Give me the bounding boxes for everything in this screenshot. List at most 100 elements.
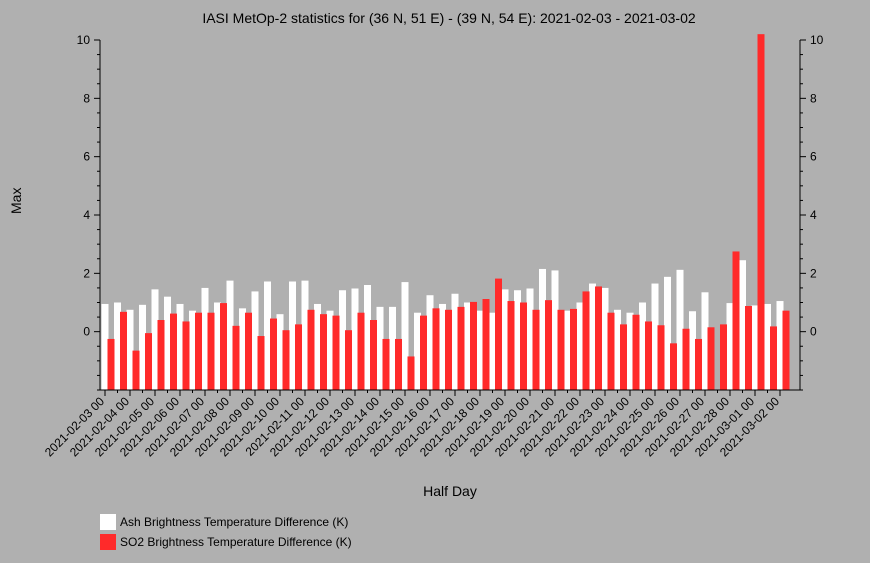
so2-bar: [282, 330, 290, 390]
legend-swatch-ash: [100, 514, 116, 530]
so2-bar: [195, 312, 202, 390]
so2-bar: [570, 308, 577, 390]
ash-bar: [664, 276, 671, 390]
so2-bar: [670, 343, 677, 390]
y-tick-label-right: 6: [810, 150, 817, 164]
ash-bar: [526, 288, 534, 390]
y-tick-label-right: 4: [810, 208, 817, 222]
ash-bar: [751, 305, 759, 390]
ash-bar: [251, 291, 259, 390]
ash-bar: [589, 283, 596, 390]
so2-bar: [607, 312, 615, 390]
so2-bar: [782, 310, 790, 390]
legend-item-so2: SO2 Brightness Temperature Difference (K…: [100, 532, 352, 552]
ash-bar: [339, 290, 346, 390]
so2-bar: [320, 314, 327, 390]
ash-bar: [639, 302, 646, 390]
ash-bar: [164, 296, 171, 390]
so2-bar: [445, 309, 452, 390]
so2-bar: [520, 302, 527, 390]
so2-bar: [120, 311, 127, 390]
so2-bar: [220, 303, 227, 390]
so2-bar: [295, 324, 302, 390]
so2-bar: [432, 308, 440, 390]
so2-bar: [595, 286, 602, 390]
ash-bar: [101, 303, 109, 390]
so2-bar: [657, 325, 665, 390]
ash-bar: [114, 302, 121, 390]
so2-bar: [207, 312, 215, 390]
ash-bar: [576, 302, 584, 390]
so2-bar: [170, 313, 177, 390]
ash-bar: [701, 292, 709, 390]
so2-bar: [645, 321, 652, 390]
so2-bar: [157, 320, 165, 390]
so2-bar: [307, 309, 315, 390]
bars-layer: [101, 34, 790, 391]
y-tick-label-left: 6: [83, 150, 90, 164]
ash-bar: [364, 285, 371, 390]
ash-bar: [476, 310, 484, 390]
so2-bar: [620, 324, 627, 390]
ash-bar: [551, 270, 559, 390]
ash-bar: [764, 303, 771, 390]
y-tick-label-left: 0: [83, 325, 90, 339]
y-tick-label-right: 8: [810, 91, 817, 105]
so2-bar: [720, 324, 727, 390]
ash-bar: [539, 268, 546, 390]
so2-bar: [232, 325, 240, 390]
so2-bar: [270, 318, 277, 390]
so2-bar: [357, 312, 365, 390]
ash-bar: [301, 280, 309, 390]
so2-bar: [245, 312, 252, 390]
so2-bar: [695, 338, 702, 390]
so2-bar: [420, 315, 427, 390]
ash-bar: [214, 302, 221, 390]
so2-bar: [745, 306, 752, 390]
legend-item-ash: Ash Brightness Temperature Difference (K…: [100, 512, 352, 532]
so2-bar: [457, 306, 465, 390]
so2-bar: [545, 300, 552, 390]
so2-bar: [757, 34, 765, 391]
so2-bar: [557, 309, 565, 390]
so2-bar: [257, 336, 265, 390]
so2-bar: [632, 314, 640, 390]
ash-bar: [126, 309, 134, 390]
legend-label-ash: Ash Brightness Temperature Difference (K…: [120, 515, 349, 529]
ash-bar: [376, 306, 384, 390]
ash-bar: [426, 295, 434, 390]
y-tick-label-left: 4: [83, 208, 90, 222]
ash-bar: [651, 283, 659, 390]
ash-bar: [239, 308, 246, 390]
so2-bar: [370, 320, 377, 390]
so2-bar: [707, 327, 715, 390]
ash-bar: [139, 304, 146, 390]
ash-bar: [151, 289, 159, 390]
y-tick-label-right: 10: [810, 33, 824, 47]
y-tick-label-left: 10: [77, 33, 91, 47]
ash-bar: [451, 293, 459, 390]
y-tick-label-left: 8: [83, 91, 90, 105]
ash-bar: [276, 314, 284, 390]
legend-swatch-so2: [100, 534, 116, 550]
so2-bar: [582, 291, 590, 390]
x-axis-label: Half Day: [423, 483, 477, 499]
ash-bar: [439, 303, 446, 390]
ash-bar: [676, 269, 684, 390]
ash-bar: [614, 309, 621, 390]
so2-bar: [395, 338, 402, 390]
so2-bar: [682, 328, 690, 390]
ash-bar: [401, 282, 409, 390]
ash-bar: [489, 312, 496, 390]
so2-bar: [132, 350, 140, 390]
y-tick-label-right: 0: [810, 325, 817, 339]
ash-bar: [601, 287, 609, 390]
so2-bar: [107, 338, 115, 390]
so2-bar: [495, 278, 502, 390]
ash-bar: [389, 306, 396, 390]
ash-bar: [289, 281, 296, 390]
ash-bar: [226, 280, 234, 390]
y-axis-label: Max: [8, 187, 24, 214]
